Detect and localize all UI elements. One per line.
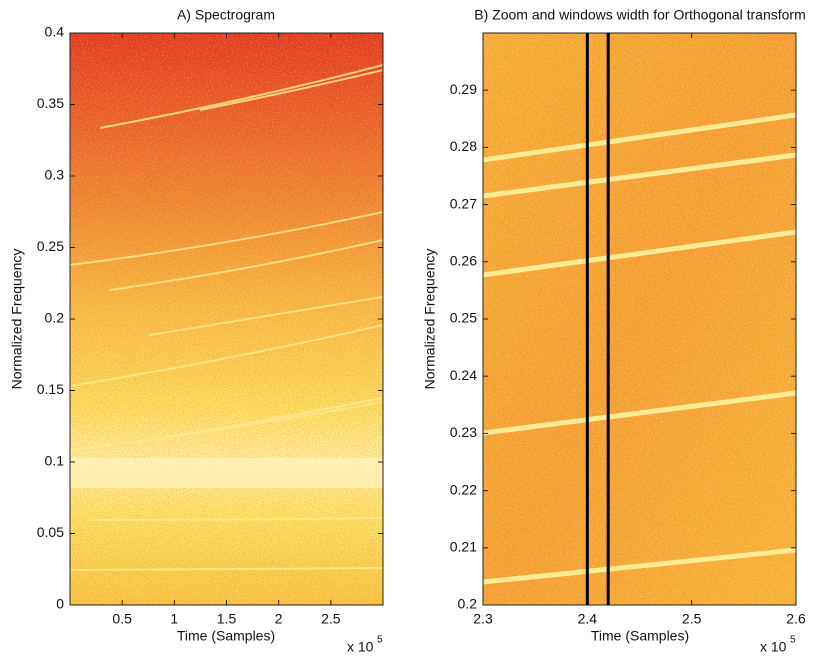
y-axis-label: Normalized Frequency — [422, 249, 438, 390]
x-multiplier: x 10 — [347, 639, 374, 655]
y-tick-label: 0.1 — [45, 453, 65, 469]
x-tick-label: 2.5 — [682, 611, 702, 627]
y-tick-label: 0.15 — [37, 381, 64, 397]
y-tick-label: 0.3 — [45, 167, 65, 183]
y-tick-label: 0.25 — [37, 238, 64, 254]
x-multiplier-exponent: 5 — [377, 635, 383, 646]
y-tick-label: 0.27 — [450, 195, 477, 211]
y-tick-label: 0.4 — [45, 24, 65, 40]
y-tick-label: 0.2 — [45, 310, 65, 326]
y-tick-label: 0.2 — [458, 596, 478, 612]
x-tick-label: 2.5 — [321, 611, 341, 627]
x-tick-label: 2.4 — [578, 611, 598, 627]
x-tick-label: 0.5 — [112, 611, 132, 627]
x-tick-label: 2.6 — [786, 611, 806, 627]
spectrogram-image — [483, 33, 796, 605]
y-tick-label: 0.28 — [450, 138, 477, 154]
y-tick-label: 0.24 — [450, 367, 477, 383]
chart-title: A) Spectrogram — [177, 7, 275, 23]
x-tick-label: 1.5 — [217, 611, 237, 627]
y-tick-label: 0.29 — [450, 81, 477, 97]
x-tick-label: 2.3 — [473, 611, 493, 627]
x-multiplier-exponent: 5 — [790, 635, 796, 646]
x-axis-label: Time (Samples) — [177, 628, 275, 644]
y-tick-label: 0.23 — [450, 424, 477, 440]
x-multiplier: x 10 — [760, 639, 787, 655]
y-tick-label: 0.21 — [450, 539, 477, 555]
chart-title: B) Zoom and windows width for Orthogonal… — [474, 7, 805, 23]
y-tick-label: 0.05 — [37, 524, 64, 540]
x-tick-label: 1 — [170, 611, 178, 627]
x-axis-label: Time (Samples) — [591, 628, 689, 644]
x-tick-label: 2 — [275, 611, 283, 627]
spectrogram-image — [70, 33, 383, 605]
y-tick-label: 0.35 — [37, 95, 64, 111]
y-tick-label: 0 — [56, 596, 64, 612]
y-tick-label: 0.26 — [450, 253, 477, 269]
y-axis-label: Normalized Frequency — [9, 249, 25, 390]
y-tick-label: 0.22 — [450, 481, 477, 497]
y-tick-label: 0.25 — [450, 310, 477, 326]
